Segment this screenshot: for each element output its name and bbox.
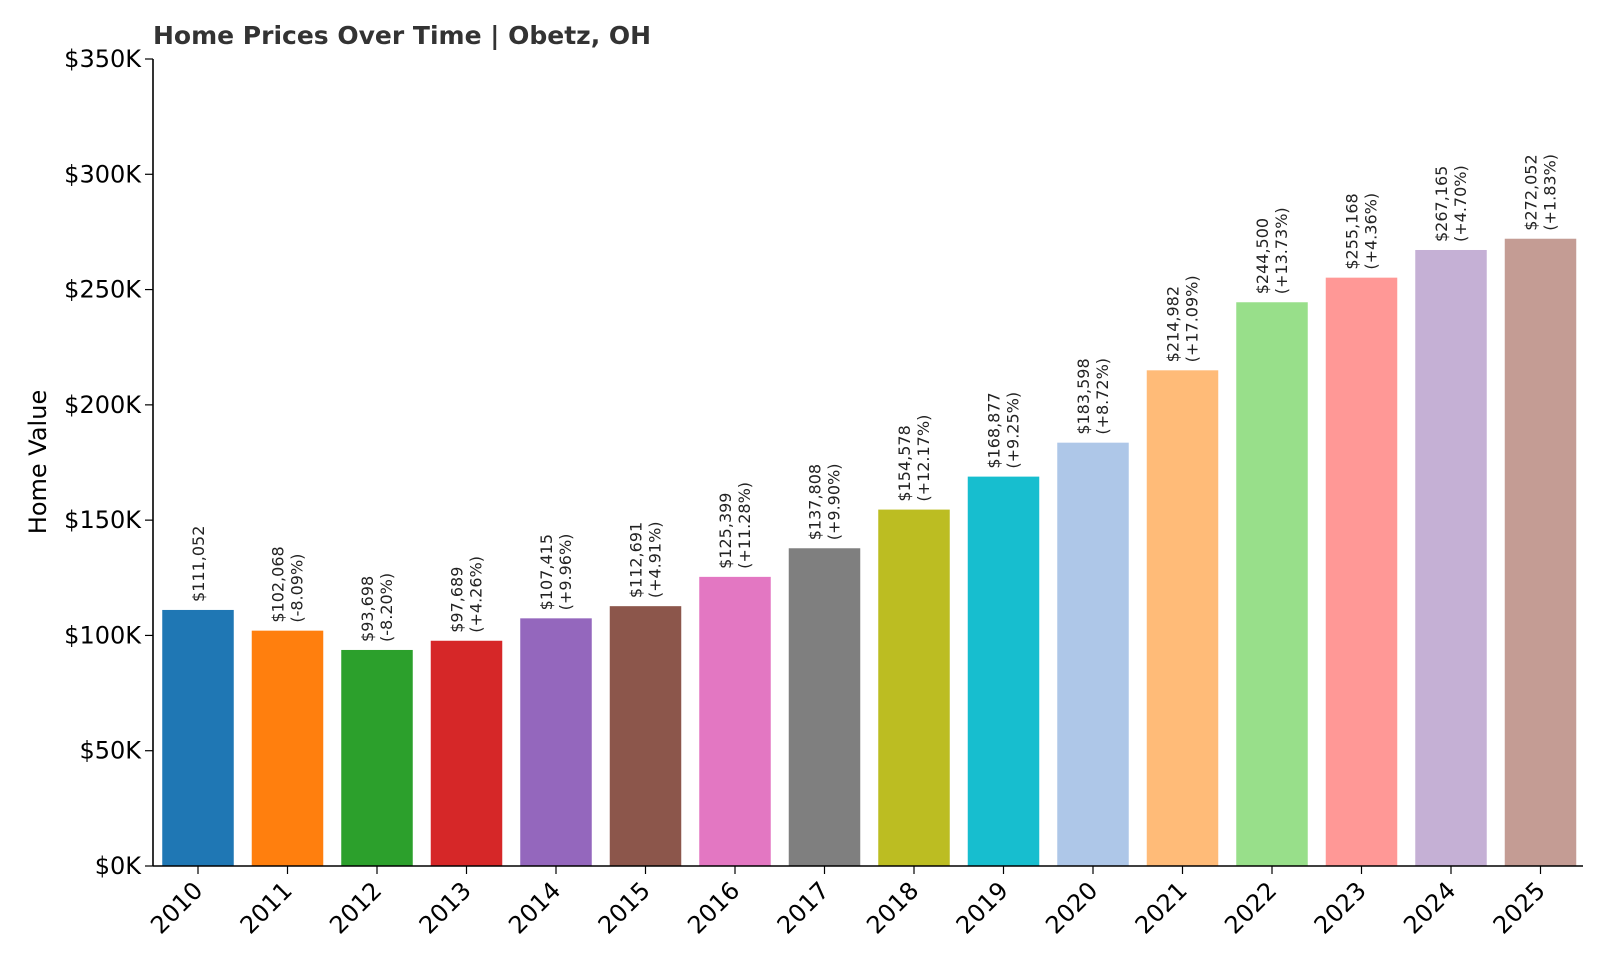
bar-2012: [341, 649, 413, 866]
bar-change-label: (+12.17%): [914, 415, 933, 502]
bar-value-label: $137,808: [806, 464, 825, 540]
bar-2014: [520, 618, 592, 866]
bar-2016: [699, 576, 771, 866]
bar-label-2019: $168,877 (+9.25%): [985, 392, 1023, 469]
bar-label-2015: $112,691 (+4.91%): [627, 521, 665, 598]
y-tick-label: $0K: [95, 852, 143, 880]
bar-label-2025: $272,052 (+1.83%): [1522, 154, 1560, 231]
bar-change-label: (+4.36%): [1362, 193, 1381, 270]
x-tick-label-2024: 2024: [1398, 876, 1461, 939]
bar-change-label: (+13.73%): [1272, 207, 1291, 294]
bar-2010: [162, 609, 234, 866]
bar-label-2017: $137,808 (+9.90%): [806, 464, 844, 541]
bar-value-label: $183,598: [1074, 358, 1093, 434]
bar-change-label: (+9.90%): [825, 464, 844, 541]
bar-change-label: (-8.20%): [377, 573, 396, 642]
bar-value-label: $125,399: [716, 493, 735, 569]
x-tick-label-2017: 2017: [772, 876, 835, 939]
y-tick-label: $350K: [64, 45, 142, 73]
bar-2020: [1057, 442, 1129, 866]
bar-value-label: $102,068: [269, 546, 288, 622]
bar-label-2018: $154,578 (+12.17%): [895, 415, 933, 502]
bar-value-label: $255,168: [1343, 193, 1362, 269]
bar-change-label: (-8.09%): [288, 554, 307, 623]
bar-label-2014: $107,415 (+9.96%): [537, 534, 575, 611]
bar-value-label: $267,165: [1432, 166, 1451, 242]
bar-2011: [251, 630, 324, 866]
bar-change-label: (+9.96%): [556, 534, 575, 611]
bar-2018: [878, 509, 950, 866]
bar-2021: [1146, 370, 1219, 866]
bar-change-label: (+11.28%): [735, 482, 754, 569]
bar-value-label: $112,691: [627, 522, 646, 598]
x-tick-label-2010: 2010: [145, 876, 208, 939]
bar-label-2012: $93,698 (-8.20%): [358, 573, 396, 642]
y-tick-label: $100K: [64, 621, 142, 649]
bar-change-label: (+4.91%): [646, 521, 665, 598]
x-tick-label-2019: 2019: [951, 876, 1014, 939]
y-axis-ticks: $0K $50K $100K $150K $200K $250K $300K $350K: [64, 45, 153, 880]
bar-label-2013: $97,689 (+4.26%): [448, 556, 486, 633]
bar-value-label: $107,415: [537, 534, 556, 610]
y-tick-label: $150K: [64, 506, 142, 534]
x-tick-label-2016: 2016: [682, 876, 745, 939]
bar-label-2010: $111,052: [189, 526, 208, 602]
bar-value-label: $214,982: [1164, 286, 1183, 362]
x-tick-label-2022: 2022: [1219, 876, 1282, 939]
bar-value-label: $93,698: [358, 576, 377, 642]
bar-change-label: (+17.09%): [1183, 275, 1202, 362]
y-axis-label: Home Value: [24, 390, 52, 534]
bar-value-label: $168,877: [985, 392, 1004, 468]
bars-group: $111,052 $102,068 (-8.09%) $93,698 (-8.20%) $…: [162, 154, 1577, 866]
bar-label-2016: $125,399 (+11.28%): [716, 482, 754, 569]
x-tick-label-2023: 2023: [1309, 876, 1372, 939]
bar-value-label: $272,052: [1522, 154, 1541, 230]
bar-2022: [1236, 302, 1308, 866]
bar-change-label: (+4.70%): [1451, 165, 1470, 242]
x-tick-label-2015: 2015: [593, 876, 656, 939]
bar-value-label: $154,578: [895, 425, 914, 501]
bar-2015: [609, 606, 682, 866]
bar-change-label: (+9.25%): [1004, 392, 1023, 469]
x-tick-label-2013: 2013: [414, 876, 477, 939]
bar-label-2024: $267,165 (+4.70%): [1432, 165, 1470, 242]
bar-label-2023: $255,168 (+4.36%): [1343, 193, 1381, 270]
x-tick-label-2012: 2012: [324, 876, 387, 939]
x-tick-label-2011: 2011: [235, 876, 298, 939]
y-tick-label: $250K: [64, 276, 142, 304]
bar-2017: [788, 548, 861, 866]
bar-value-label: $97,689: [448, 567, 467, 633]
x-tick-label-2014: 2014: [503, 876, 566, 939]
y-tick-label: $200K: [64, 391, 142, 419]
x-tick-label-2021: 2021: [1130, 876, 1193, 939]
bar-label-2022: $244,500 (+13.73%): [1253, 207, 1291, 294]
bar-label-2021: $214,982 (+17.09%): [1164, 275, 1202, 362]
bar-2024: [1415, 249, 1487, 866]
chart-title: Home Prices Over Time | Obetz, OH: [153, 21, 651, 50]
bar-change-label: (+4.26%): [467, 556, 486, 633]
bar-value-label: $244,500: [1253, 218, 1272, 294]
bar-change-label: (+1.83%): [1541, 154, 1560, 231]
bar-change-label: (+8.72%): [1093, 358, 1112, 435]
x-tick-label-2020: 2020: [1040, 876, 1103, 939]
bar-2013: [430, 640, 503, 866]
x-axis-ticks: 2010 2011 2012 2013 2014 2015 2016 2017 2018 2019…: [145, 866, 1551, 939]
bar-2023: [1325, 277, 1398, 866]
bar-label-2020: $183,598 (+8.72%): [1074, 358, 1112, 435]
bar-2025: [1504, 238, 1577, 866]
y-tick-label: $50K: [79, 737, 142, 765]
x-tick-label-2018: 2018: [861, 876, 924, 939]
x-tick-label-2025: 2025: [1488, 876, 1551, 939]
bar-label-2011: $102,068 (-8.09%): [269, 546, 307, 622]
bar-value-label: $111,052: [189, 526, 208, 602]
y-tick-label: $300K: [64, 160, 142, 188]
bar-2019: [967, 476, 1040, 866]
